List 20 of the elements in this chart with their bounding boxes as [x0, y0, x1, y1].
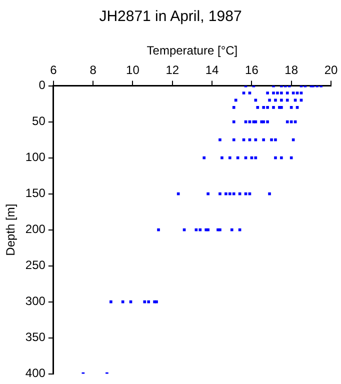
- y-tick-label: 350: [25, 330, 46, 344]
- y-tick-label: 100: [25, 150, 46, 164]
- x-tick-label: 10: [126, 62, 140, 77]
- y-tick-label: 300: [25, 294, 46, 308]
- x-axis-title: Temperature [°C]: [146, 44, 238, 58]
- x-tick-label: 12: [166, 62, 180, 77]
- x-tick-label: 8: [90, 62, 97, 77]
- x-tick-label: 6: [50, 62, 58, 77]
- chart-title: JH2871 in April, 1987: [98, 8, 243, 25]
- y-tick-label: 0: [38, 78, 46, 92]
- x-tick-label: 20: [324, 62, 338, 77]
- y-tick-label: 50: [32, 114, 46, 128]
- y-tick-label: 150: [25, 186, 46, 200]
- y-tick-label: 250: [25, 258, 46, 272]
- x-tick-label: 18: [284, 62, 298, 77]
- y-tick-label: 400: [25, 366, 46, 380]
- y-axis-title: Depth [m]: [4, 204, 18, 256]
- x-tick-label: 14: [205, 62, 220, 77]
- x-tick-label: 16: [245, 62, 259, 77]
- y-tick-label: 200: [25, 222, 46, 236]
